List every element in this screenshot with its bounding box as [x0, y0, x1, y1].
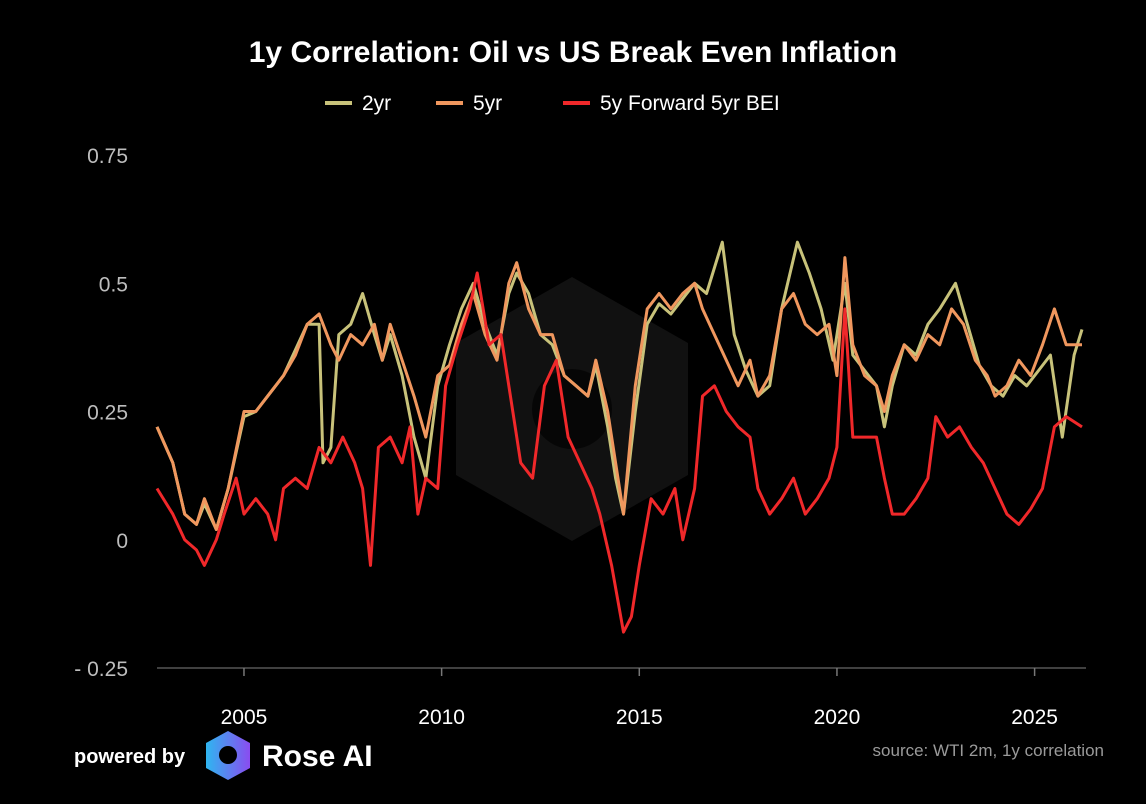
y-tick-label: 0.5	[99, 273, 128, 296]
legend-label: 5y Forward 5yr BEI	[600, 92, 780, 115]
legend: 2yr 5yr 5y Forward 5yr BEI	[325, 92, 780, 115]
powered-by-label: powered by	[74, 746, 186, 768]
legend-label: 5yr	[473, 92, 502, 115]
x-tick-label: 2015	[616, 706, 663, 729]
x-axis: 2005 2010 2015 2020 2025	[221, 668, 1058, 729]
series-line-5y-forward-5yr-bei	[155, 271, 1083, 634]
x-tick-label: 2010	[418, 706, 465, 729]
x-tick-label: 2025	[1011, 706, 1058, 729]
y-tick-label: 0.75	[87, 145, 128, 168]
x-tick-label: 2005	[221, 706, 268, 729]
chart-title: 1y Correlation: Oil vs US Break Even Inf…	[249, 36, 898, 69]
watermark-logo	[456, 277, 688, 541]
y-tick-label: - 0.25	[74, 658, 128, 681]
y-tick-label: 0	[116, 530, 128, 553]
plot-area	[155, 240, 1084, 634]
y-axis: - 0.25 0 0.25 0.5 0.75	[74, 145, 128, 681]
x-tick-label: 2020	[814, 706, 861, 729]
source-note: source: WTI 2m, 1y correlation	[873, 741, 1104, 760]
legend-label: 2yr	[362, 92, 391, 115]
y-tick-label: 0.25	[87, 402, 128, 425]
rose-ai-logo-icon	[206, 731, 250, 780]
series-line-2yr	[155, 240, 1084, 531]
series-line-5yr	[155, 256, 1082, 531]
brand-name: Rose AI	[262, 740, 373, 773]
